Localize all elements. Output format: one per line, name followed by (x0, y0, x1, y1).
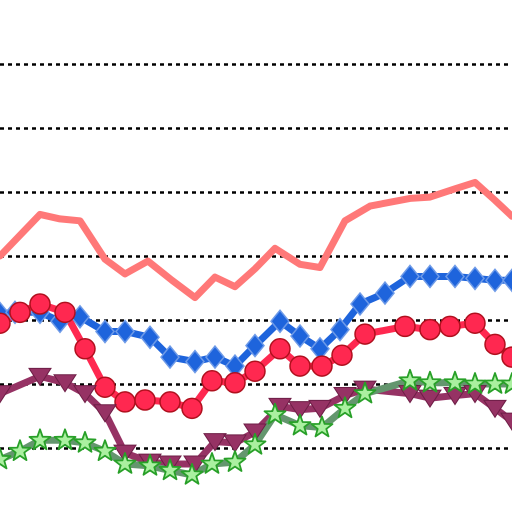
series-4-point-10 (200, 452, 224, 474)
series-0-line (0, 178, 512, 302)
series-4-point-12 (243, 432, 267, 455)
series-2-point-15 (311, 355, 333, 377)
series-1-point-12 (245, 333, 265, 358)
series-1-point-22 (465, 266, 485, 291)
series-2-point-6 (114, 391, 136, 413)
series-1-point-14 (290, 323, 310, 349)
series-4-point-8 (158, 458, 182, 481)
series-1-point-10 (205, 344, 225, 370)
series-4-point-21 (463, 372, 487, 394)
series-4-point-1 (8, 439, 32, 462)
series-2-point-8 (159, 391, 181, 413)
series-2-point-19 (419, 318, 441, 341)
series-2-point-4 (74, 338, 96, 360)
series-markers (0, 264, 512, 485)
series-2-point-18 (394, 315, 416, 338)
series-2-point-21 (464, 312, 486, 334)
series-3-point-13 (288, 401, 312, 420)
series-3-point-9 (203, 433, 227, 452)
series-4-point-20 (443, 370, 467, 393)
series-3-point-3 (73, 385, 97, 404)
series-4-point-17 (353, 381, 377, 404)
series-1-point-23 (485, 268, 505, 293)
series-4-point-23 (500, 372, 512, 394)
series-1-point-20 (420, 264, 440, 289)
series-2-point-1 (9, 301, 31, 324)
series-4-point-16 (333, 396, 357, 419)
series-2-point-23 (501, 346, 512, 368)
series-1-point-8 (160, 344, 180, 370)
series-4-point-2 (28, 428, 52, 451)
series-2-point-22 (484, 333, 506, 356)
series-2-point-7 (134, 389, 156, 411)
series-3-point-1 (28, 367, 52, 387)
series-2-point-14 (289, 355, 311, 377)
series-3-point-15 (333, 387, 357, 406)
series-1-point-21 (445, 264, 465, 289)
series-4-point-7 (138, 453, 162, 476)
series-1-point-5 (95, 319, 115, 344)
series-1-point-24 (502, 268, 512, 293)
series-4-point-11 (223, 450, 247, 472)
series-3-point-2 (53, 374, 77, 393)
series-4-point-19 (418, 370, 442, 393)
series-4-point-14 (288, 413, 312, 436)
series-3-point-14 (308, 399, 332, 419)
series-2-point-11 (224, 371, 246, 394)
series-4-point-22 (483, 372, 507, 394)
series-2-point-16 (331, 344, 353, 366)
series-4-point-9 (180, 462, 204, 485)
series-4-point-13 (263, 402, 287, 425)
series-3-point-11 (243, 423, 267, 442)
series-4-point-3 (53, 428, 77, 451)
series-4-point-18 (398, 368, 422, 391)
series-1-point-9 (185, 349, 205, 374)
series-3-point-4 (93, 404, 117, 423)
series-1-point-18 (375, 280, 395, 306)
series-2-point-2 (29, 293, 51, 315)
series-4-point-6 (113, 452, 137, 474)
series-3-point-18 (418, 389, 442, 409)
series-1-point-19 (400, 264, 420, 289)
series-2-point-12 (244, 360, 266, 382)
series-1-point-7 (140, 325, 160, 350)
series-3-point-21 (483, 399, 507, 419)
series-3-point-22 (500, 412, 512, 432)
series-4-point-4 (73, 430, 97, 453)
series-2-point-17 (354, 323, 376, 345)
series-2-point-13 (269, 338, 291, 360)
series-4-point-5 (93, 439, 117, 462)
series-2-point-20 (439, 315, 461, 338)
series-2-point-0 (0, 312, 11, 334)
series-1-point-13 (270, 309, 290, 334)
series-2-point-3 (54, 301, 76, 324)
series-2-point-9 (181, 397, 203, 420)
series-2-point-5 (94, 376, 116, 398)
series-4-point-15 (310, 415, 334, 438)
series-2-point-10 (201, 370, 223, 392)
series-1-point-16 (330, 317, 350, 342)
series-3-point-0 (0, 385, 12, 404)
series-4-point-0 (0, 447, 12, 470)
series-3-point-8 (183, 455, 207, 474)
series-1-point-17 (350, 291, 370, 317)
series-1-point-6 (115, 319, 135, 344)
series-3-point-10 (223, 434, 247, 453)
